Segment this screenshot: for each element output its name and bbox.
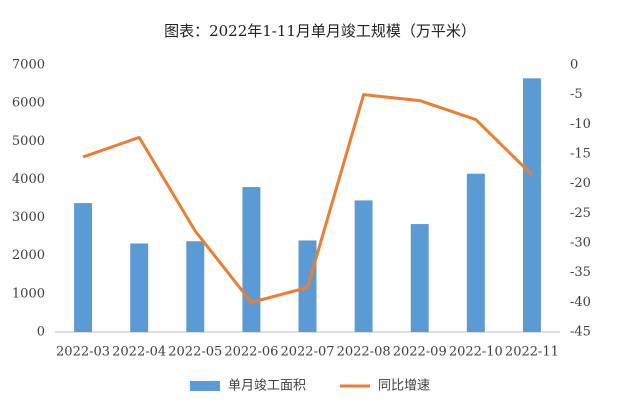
- y2-tick-label: -30: [570, 236, 591, 251]
- bar: [74, 203, 93, 332]
- y2-tick-label: -5: [570, 87, 583, 102]
- line: [82, 93, 533, 304]
- x-tick-label: 2022-06: [224, 345, 278, 360]
- chart-title: 图表：2022年1-11月单月竣工规模（万平米）: [164, 22, 476, 40]
- bar: [242, 187, 261, 332]
- bar: [130, 243, 149, 332]
- y-tick-label: 0: [37, 325, 45, 340]
- y2-tick-label: -15: [570, 147, 591, 162]
- bar: [410, 224, 429, 332]
- y2-tick-label: -45: [570, 325, 591, 340]
- x-tick-label: 2022-10: [449, 345, 503, 360]
- bar: [466, 173, 485, 332]
- legend-label: 单月竣工面积: [228, 379, 306, 394]
- legend-label: 同比增速: [378, 379, 430, 394]
- y-tick-label: 1000: [12, 286, 45, 301]
- y2-tick-label: -25: [570, 206, 591, 221]
- y2-tick-label: -10: [570, 117, 591, 132]
- y-tick-label: 4000: [12, 172, 45, 187]
- x-tick-label: 2022-09: [393, 345, 447, 360]
- x-tick-label: 2022-05: [168, 345, 222, 360]
- y-tick-label: 5000: [12, 134, 45, 149]
- y2-tick-label: -35: [570, 265, 591, 280]
- x-tick-label: 2022-11: [505, 345, 559, 360]
- bar: [354, 200, 373, 332]
- y-tick-label: 6000: [12, 96, 45, 111]
- y-tick-label: 7000: [12, 58, 45, 73]
- legend-swatch: [190, 381, 220, 391]
- x-tick-label: 2022-04: [112, 345, 166, 360]
- y2-tick-label: -20: [570, 176, 591, 191]
- y-tick-label: 3000: [12, 210, 45, 225]
- bar: [522, 78, 541, 332]
- y2-tick-label: 0: [570, 58, 578, 73]
- y2-tick-label: -40: [570, 295, 591, 310]
- x-tick-label: 2022-07: [280, 345, 334, 360]
- x-tick-label: 2022-08: [337, 345, 391, 360]
- x-tick-label: 2022-03: [56, 345, 110, 360]
- bar: [186, 241, 205, 332]
- y-tick-label: 2000: [12, 248, 45, 263]
